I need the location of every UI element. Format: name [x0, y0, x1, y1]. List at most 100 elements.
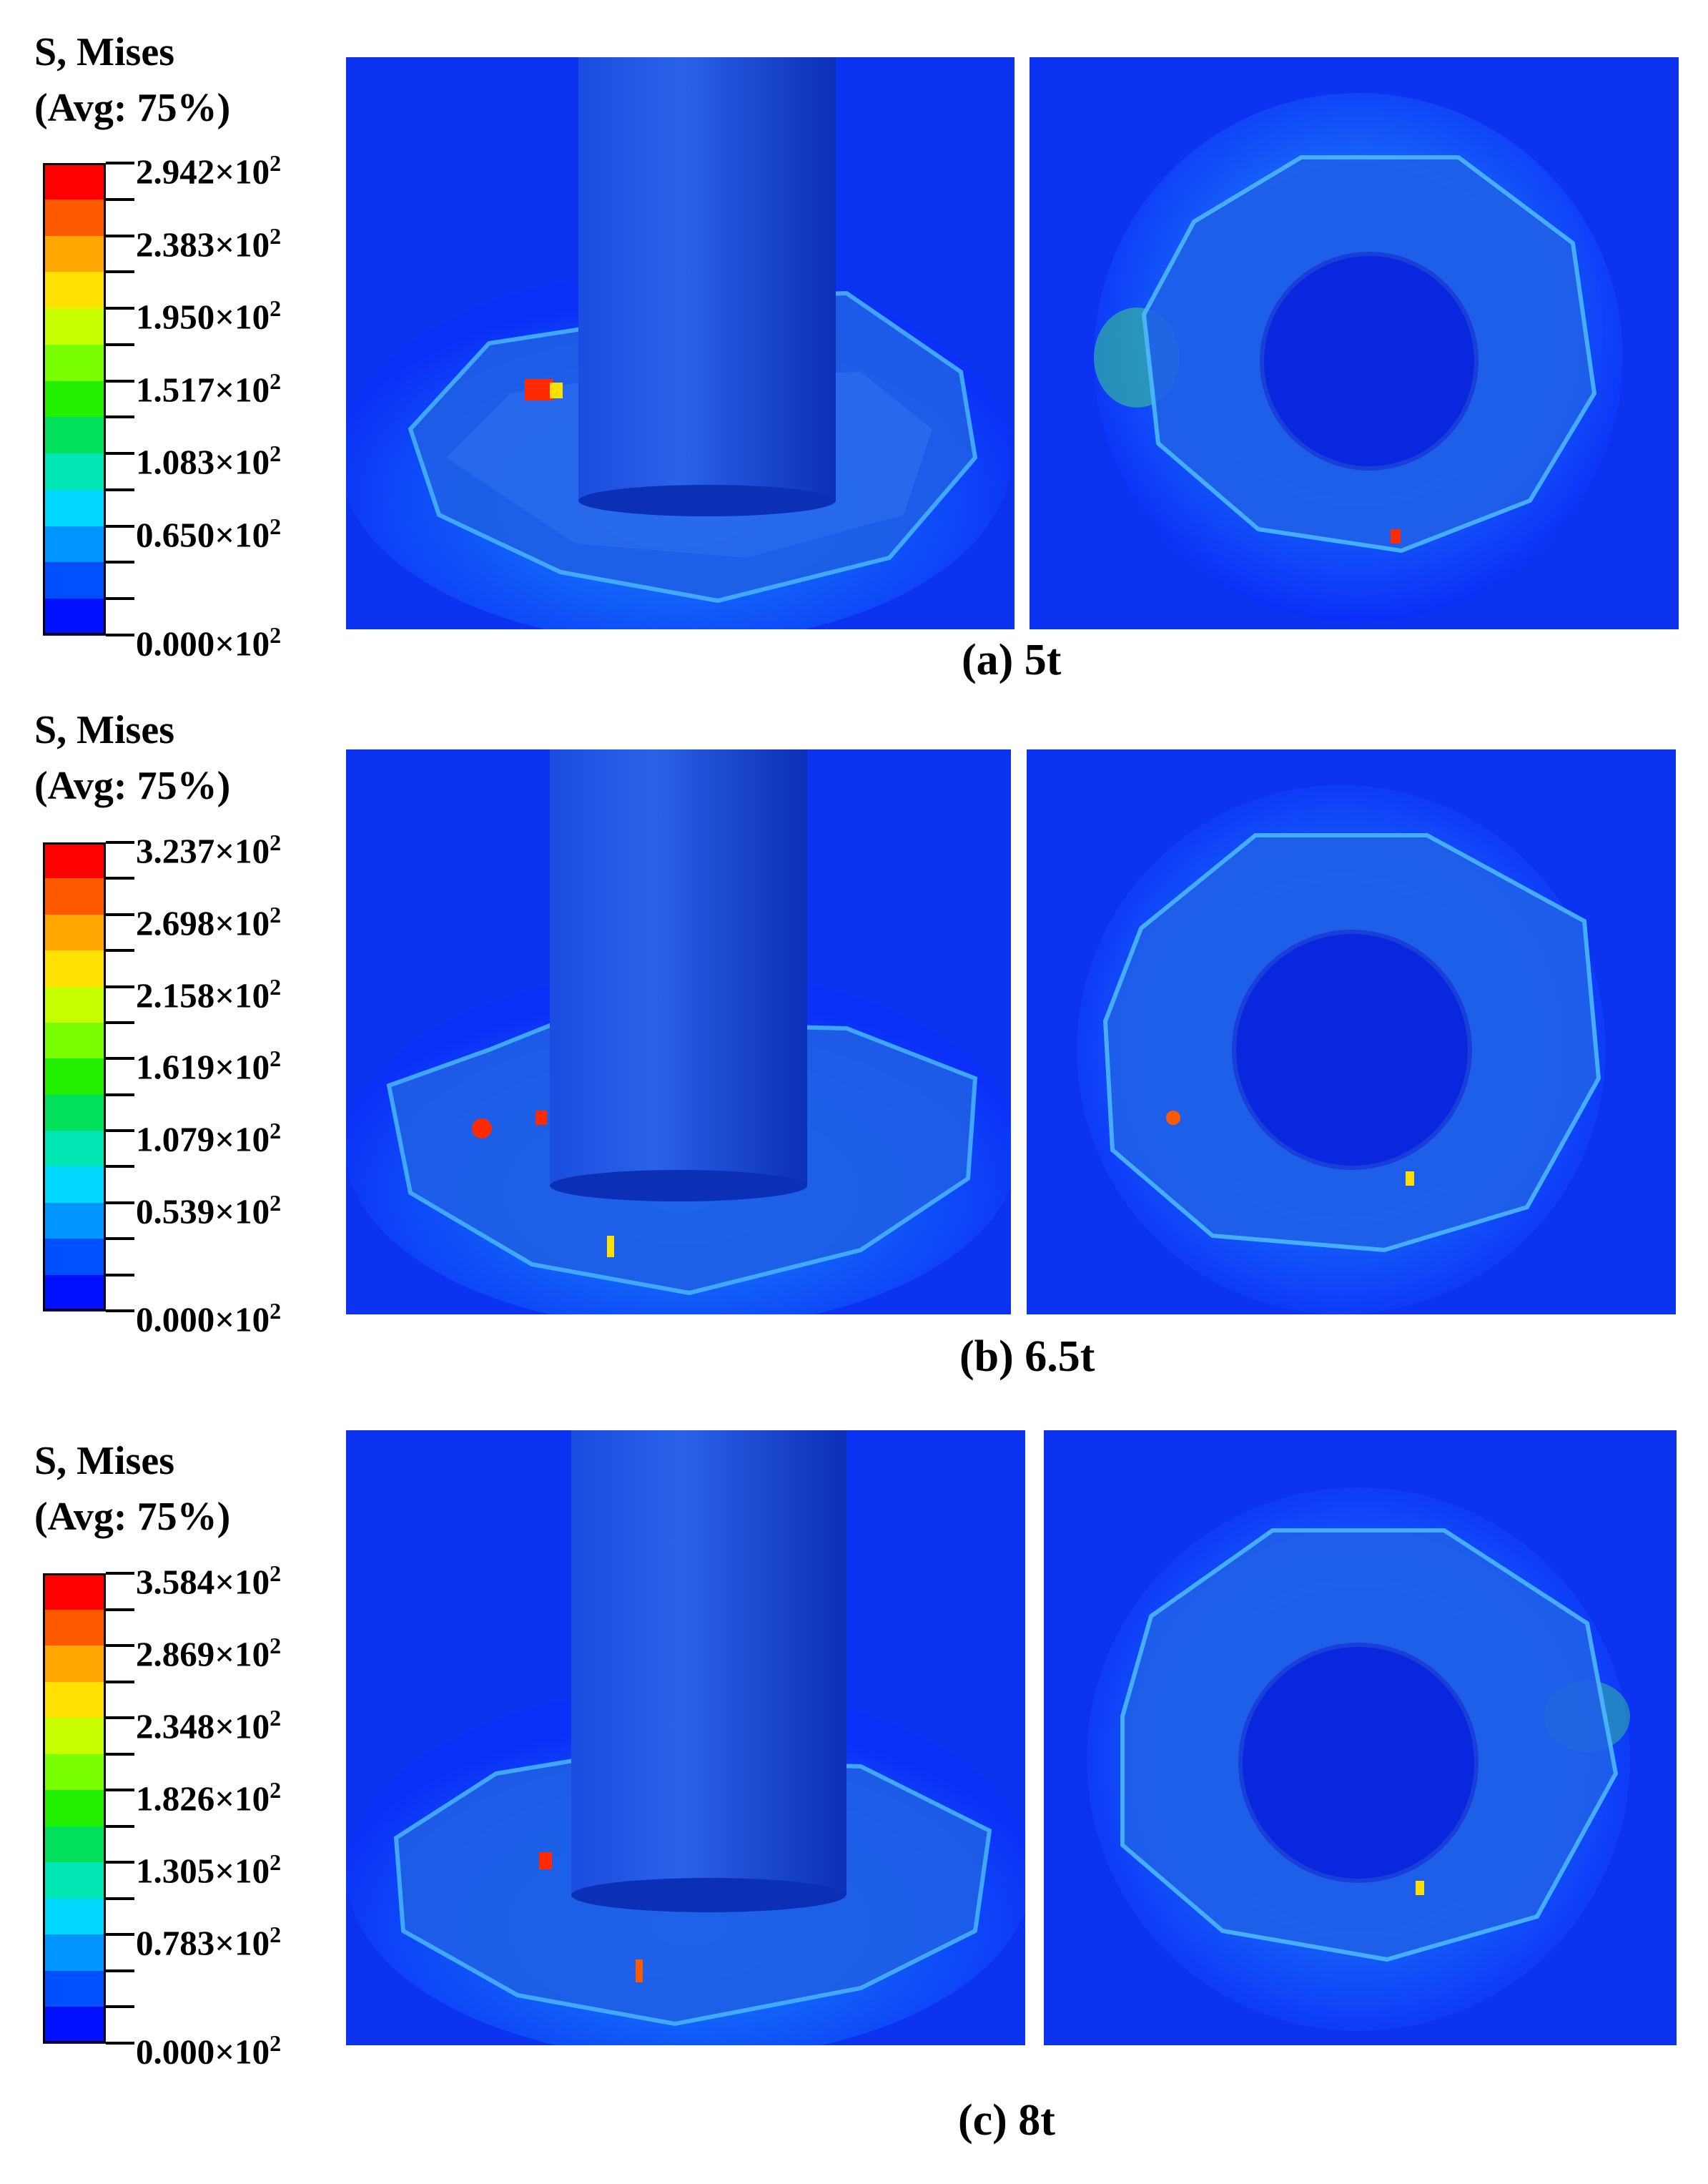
colorbar-tick-label: 1.517×102	[136, 361, 281, 410]
tick-exponent: 2	[270, 1560, 282, 1586]
colorbar-tick-label: 2.942×102	[136, 143, 281, 192]
colorbar-tick	[106, 877, 134, 880]
colorbar-tick-label: 2.698×102	[136, 895, 281, 943]
legend-title: S, Mises (Avg: 75%)	[34, 24, 230, 136]
tick-exponent: 2	[270, 441, 282, 467]
tick-exponent-base: ×10	[214, 903, 270, 943]
colorbar-tick-label: 2.383×102	[136, 216, 281, 265]
colorbar-band	[43, 1790, 106, 1827]
legend-title: S, Mises (Avg: 75%)	[34, 1433, 230, 1545]
colorbar-tick	[106, 1861, 134, 1864]
colorbar-tick	[106, 197, 134, 201]
colorbar-tick-label: 1.083×102	[136, 433, 281, 482]
side-view-render	[346, 57, 1015, 629]
colorbar-band	[43, 1646, 106, 1683]
colorbar-band	[43, 1970, 106, 2008]
colorbar-tick	[106, 1969, 134, 1972]
colorbar-tick	[106, 1716, 134, 1720]
colorbar-band	[43, 380, 106, 418]
colorbar-tick	[106, 1129, 134, 1133]
tick-exponent-base: ×10	[214, 442, 270, 482]
colorbar-tick	[106, 985, 134, 988]
colorbar-tick	[106, 162, 134, 164]
colorbar-tick	[106, 1680, 134, 1683]
tick-exponent-base: ×10	[214, 1047, 270, 1087]
tick-exponent: 2	[270, 1118, 282, 1144]
colorbar-border	[43, 842, 106, 1311]
colorbar-band	[43, 1753, 106, 1791]
colorbar-tick	[106, 1057, 134, 1061]
colorbar-tick-label: 0.000×102	[136, 2023, 281, 2072]
colorbar-band	[43, 489, 106, 527]
tick-value: 2.158	[136, 975, 215, 1015]
colorbar-tick	[106, 949, 134, 953]
tick-exponent: 2	[270, 2030, 282, 2056]
panel-a: S, Mises (Avg: 75%)	[0, 0, 1708, 701]
top-view-image	[1027, 749, 1676, 1314]
tick-value: 0.650	[136, 515, 215, 555]
tick-exponent: 2	[270, 1633, 282, 1659]
tick-exponent-base: ×10	[214, 1191, 270, 1231]
tick-exponent: 2	[270, 622, 282, 648]
tick-exponent-base: ×10	[214, 2032, 270, 2072]
colorbar-band	[43, 1898, 106, 1936]
tick-value: 2.698	[136, 903, 215, 943]
colorbar-band	[43, 842, 106, 880]
colorbar-tick-label: 3.584×102	[136, 1553, 281, 1602]
colorbar-band	[43, 986, 106, 1023]
tick-value: 3.237	[136, 831, 215, 871]
tick-value: 0.000	[136, 624, 215, 664]
tick-exponent-base: ×10	[214, 1779, 270, 1819]
colorbar-tick-label: 1.950×102	[136, 288, 281, 337]
colorbar-tick-label: 1.826×102	[136, 1770, 281, 1819]
side-view-image	[346, 749, 1011, 1314]
colorbar-tick	[106, 1093, 134, 1096]
tick-exponent: 2	[270, 830, 282, 855]
panel-c: S, Mises (Avg: 75%)	[0, 1430, 1708, 2184]
tick-exponent-base: ×10	[214, 1923, 270, 1963]
colorbar-tick-label: 0.783×102	[136, 1914, 281, 1963]
colorbar-tick	[106, 1237, 134, 1241]
top-view-render	[1027, 749, 1676, 1314]
colorbar-tick	[106, 634, 134, 636]
colorbar-band	[43, 308, 106, 345]
colorbar-tick	[106, 1572, 134, 1575]
colorbar-tick	[106, 1165, 134, 1169]
colorbar-band	[43, 562, 106, 600]
colorbar-tick	[106, 1752, 134, 1756]
tick-value: 1.079	[136, 1119, 215, 1159]
tick-value: 0.000	[136, 2032, 215, 2072]
colorbar-band	[43, 2007, 106, 2044]
tick-value: 2.383	[136, 224, 215, 264]
tick-exponent: 2	[270, 295, 282, 322]
top-view-image	[1044, 1430, 1677, 2045]
tick-value: 1.826	[136, 1779, 215, 1819]
colorbar-tick	[106, 307, 134, 310]
top-view-render	[1044, 1430, 1677, 2045]
colorbar-tick	[106, 2042, 134, 2045]
tick-exponent: 2	[270, 1189, 282, 1216]
colorbar-tick-label: 0.650×102	[136, 506, 281, 555]
colorbar-band	[43, 417, 106, 455]
tick-exponent-base: ×10	[214, 1562, 270, 1602]
tick-exponent-base: ×10	[214, 1299, 270, 1339]
panel-b: S, Mises (Avg: 75%)	[0, 701, 1708, 1430]
colorbar-band	[43, 1862, 106, 1899]
colorbar-tick	[106, 1897, 134, 1900]
colorbar-tick-label: 1.305×102	[136, 1842, 281, 1891]
tick-exponent-base: ×10	[214, 224, 270, 264]
tick-exponent-base: ×10	[214, 515, 270, 555]
tick-exponent-base: ×10	[214, 1119, 270, 1159]
legend-title-line2: (Avg: 75%)	[34, 1495, 231, 1539]
legend-title: S, Mises (Avg: 75%)	[34, 702, 230, 814]
colorbar-tick	[106, 2005, 134, 2009]
legend-title-line1: S, Mises	[34, 30, 174, 74]
colorbar	[43, 842, 106, 1312]
caption-a: (a) 5t	[962, 636, 1062, 684]
colorbar-band	[43, 1718, 106, 1755]
colorbar-tick	[106, 1020, 134, 1024]
colorbar-tick	[106, 379, 134, 383]
colorbar-band	[43, 878, 106, 915]
tick-exponent-base: ×10	[214, 1634, 270, 1674]
tick-exponent: 2	[270, 150, 282, 176]
